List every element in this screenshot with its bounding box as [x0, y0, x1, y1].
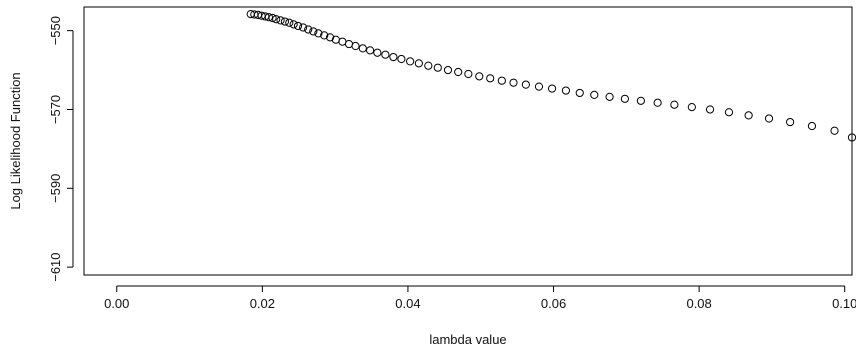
x-tick-label: 0.10: [832, 296, 856, 311]
data-point: [830, 126, 839, 135]
data-point: [705, 105, 715, 114]
data-point: [351, 41, 360, 51]
data-point: [381, 50, 390, 59]
data-points: [246, 9, 856, 142]
y-tick-label: −550: [48, 16, 63, 45]
data-point: [433, 63, 442, 72]
data-point: [293, 21, 303, 31]
x-axis-label: lambda value: [429, 332, 506, 347]
y-tick-label: −610: [48, 252, 63, 281]
data-point: [670, 100, 679, 109]
data-point: [285, 18, 294, 27]
plot-frame: [83, 6, 853, 276]
y-axis-label: Log Likelihood Function: [8, 72, 23, 209]
data-point: [620, 94, 629, 103]
data-point: [299, 23, 308, 32]
y-tick-label: −570: [48, 95, 63, 124]
data-point: [365, 46, 375, 55]
data-point: [397, 54, 406, 64]
data-point: [744, 111, 753, 120]
data-point: [358, 44, 367, 53]
data-point: [497, 76, 506, 85]
data-point: [724, 108, 734, 117]
data-point: [280, 17, 290, 26]
data-point: [653, 98, 662, 107]
data-point: [687, 103, 696, 112]
data-point: [486, 74, 495, 83]
data-point: [325, 33, 335, 42]
data-point: [534, 82, 544, 91]
data-point: [424, 61, 433, 70]
data-point: [636, 96, 645, 105]
x-tick-label: 0.08: [686, 296, 711, 311]
data-point: [289, 20, 298, 29]
data-point: [264, 13, 274, 22]
data-point: [475, 72, 484, 81]
data-point: [575, 88, 584, 98]
axis-lines: [72, 6, 853, 287]
data-point: [389, 52, 398, 62]
data-point: [521, 80, 530, 89]
data-point: [276, 16, 285, 25]
data-point: [764, 114, 774, 123]
data-point: [272, 15, 281, 24]
data-point: [443, 65, 453, 75]
data-point: [309, 27, 318, 36]
data-point: [304, 25, 313, 34]
data-point: [509, 78, 518, 87]
data-point: [320, 31, 329, 40]
x-tick-label: 0.00: [104, 296, 129, 311]
x-tick-label: 0.02: [250, 296, 275, 311]
data-point: [373, 48, 382, 57]
y-axis-ticks: −550 −570 −590 −610: [48, 16, 73, 282]
data-point: [605, 92, 614, 101]
data-point: [547, 84, 557, 93]
x-tick-label: 0.04: [395, 296, 420, 311]
x-tick-label: 0.06: [541, 296, 566, 311]
x-axis-ticks: 0.00 0.02 0.04 0.06 0.08 0.10: [104, 286, 856, 311]
data-point: [590, 90, 599, 99]
data-point: [454, 67, 463, 77]
data-point: [807, 121, 817, 131]
data-point: [464, 69, 473, 79]
data-point: [268, 13, 277, 23]
data-point: [561, 86, 571, 95]
y-tick-label: −590: [48, 174, 63, 203]
data-point: [786, 117, 795, 127]
data-point: [314, 29, 323, 38]
data-point: [414, 59, 423, 68]
data-point: [406, 57, 415, 66]
